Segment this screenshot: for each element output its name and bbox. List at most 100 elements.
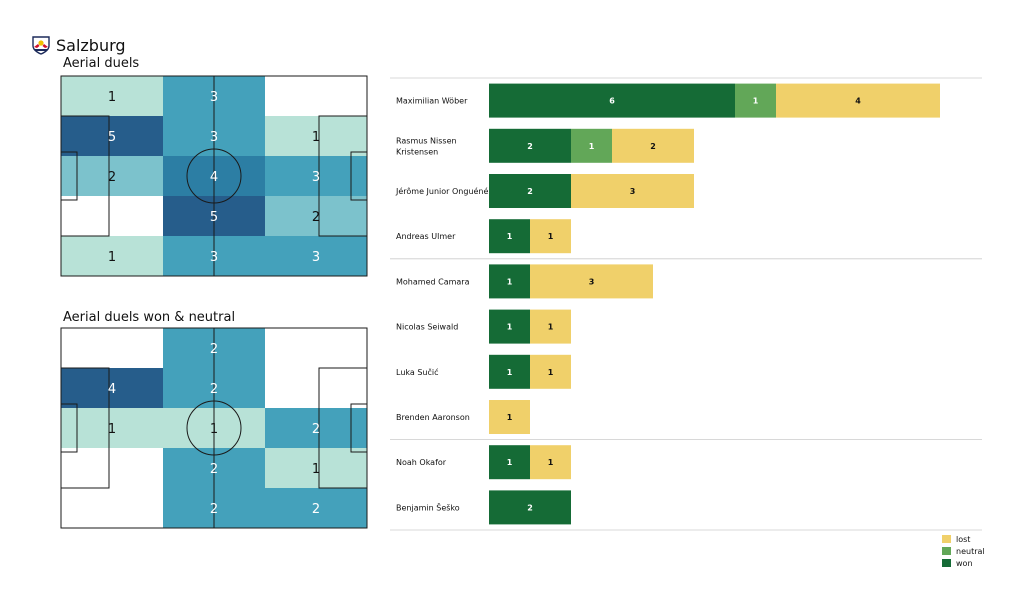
bar-segment-lost (489, 400, 530, 434)
heatmap-cell (265, 196, 368, 237)
player-name-label: Maximilian Wöber (396, 97, 468, 106)
bar-segment-won (489, 219, 530, 254)
bar-value-label: 1 (589, 142, 595, 151)
bar-segment-lost (571, 174, 694, 208)
bar-segment-won (489, 490, 571, 525)
bar-value-label: 2 (527, 503, 533, 512)
heatmap-cell-label: 4 (210, 170, 218, 185)
heatmap-cell (265, 76, 368, 117)
bar-value-label: 4 (855, 97, 861, 106)
player-name-label: Luka Sučić (396, 367, 439, 377)
team-name: Salzburg (56, 35, 126, 55)
pitch-markings (60, 327, 368, 529)
heatmap-cell-label: 1 (210, 422, 218, 437)
legend-label-lost: lost (956, 534, 971, 544)
bar-value-label: 1 (548, 458, 554, 467)
bar-value-label: 1 (753, 97, 759, 106)
bar-segment-lost (530, 219, 571, 254)
heatmap-cell-label: 2 (312, 422, 320, 437)
bar-segment-won (489, 309, 530, 344)
heatmap-cell (61, 156, 164, 197)
legend-item-won: won (942, 557, 985, 569)
player-name-label: Benjamin Šeško (396, 501, 460, 512)
bar-value-label: 1 (507, 277, 513, 286)
bar-value-label: 2 (650, 142, 656, 151)
heatmap-cell-label: 2 (210, 502, 218, 517)
bar-value-label: 2 (527, 187, 533, 196)
bar-value-label: 1 (548, 323, 554, 332)
bar-segment-won (489, 445, 530, 480)
heatmap-aerial-duels-won-neutral: 2 4 2 1 1 2 2 1 2 2 (60, 327, 368, 529)
heatmap-cell (265, 236, 368, 277)
player-name-label: Brenden Aaronson (396, 413, 470, 422)
legend-item-lost: lost (942, 533, 985, 545)
heatmap-cell (61, 116, 164, 157)
player-name-label: Jérôme Junior Onguéné (395, 186, 489, 196)
legend-label-won: won (956, 558, 973, 568)
heatmap-title-aerial-duels-won-neutral: Aerial duels won & neutral (63, 310, 236, 325)
heatmap-cell-label: 3 (312, 250, 320, 265)
bar-value-label: 1 (507, 458, 513, 467)
legend: lost neutral won (942, 533, 985, 569)
heatmap-cell-label: 3 (210, 250, 218, 265)
bar-segment-lost (530, 264, 653, 299)
heatmap-aerial-duels: 1 3 5 3 1 2 4 3 5 2 1 3 3 (60, 75, 368, 277)
heatmap-cell-label: 4 (108, 382, 116, 397)
heatmap-cell (265, 368, 368, 409)
heatmap-cell (61, 76, 164, 117)
heatmap-cell-label: 1 (108, 422, 116, 437)
bar-segment-neutral (571, 128, 612, 163)
bar-value-label: 2 (527, 142, 533, 151)
heatmap-cell (61, 368, 164, 409)
heatmap-cell-label: 1 (108, 250, 116, 265)
legend-swatch-lost (942, 535, 951, 543)
bar-value-label: 3 (589, 277, 595, 286)
heatmap-cell-label: 3 (210, 90, 218, 105)
heatmap-cell (265, 408, 368, 449)
player-name-label: Nicolas Seiwald (396, 323, 458, 332)
heatmap-cell (61, 236, 164, 277)
heatmap-cell (61, 408, 164, 449)
legend-label-neutral: neutral (956, 546, 985, 556)
heatmap-cell (265, 448, 368, 489)
bar-value-label: 1 (507, 413, 513, 422)
pitch-markings (60, 75, 368, 277)
heatmap-cell (265, 488, 368, 529)
heatmap-cell-label: 2 (210, 462, 218, 477)
bar-segment-won (489, 174, 571, 208)
heatmap-cell-label: 1 (312, 462, 320, 477)
bar-segment-won (489, 354, 530, 389)
bar-segment-won (489, 83, 735, 118)
legend-item-neutral: neutral (942, 545, 985, 557)
bar-value-label: 1 (548, 232, 554, 241)
legend-swatch-neutral (942, 547, 951, 555)
bar-segment-won (489, 128, 571, 163)
bar-segment-neutral (735, 83, 776, 118)
heatmap-cell (265, 116, 368, 157)
bar-value-label: 6 (609, 97, 615, 106)
heatmap-cell-label: 3 (312, 170, 320, 185)
legend-swatch-won (942, 559, 951, 567)
heatmap-cell-label: 2 (108, 170, 116, 185)
player-name-label: Noah Okafor (396, 458, 447, 467)
red-bull-salzburg-crest-icon (32, 36, 50, 55)
heatmap-title-aerial-duels: Aerial duels (63, 56, 140, 71)
heatmap-cell (265, 156, 368, 197)
bar-segment-lost (530, 309, 571, 344)
bar-value-label: 1 (507, 368, 513, 377)
bar-value-label: 1 (548, 368, 554, 377)
heatmap-cell (61, 448, 164, 489)
bar-segment-lost (612, 128, 694, 163)
heatmap-cell-label: 1 (312, 130, 320, 145)
player-name-label: Mohamed Camara (396, 277, 470, 286)
heatmap-cell (61, 488, 164, 529)
heatmap-cell-label: 2 (312, 210, 320, 225)
bar-segment-lost (530, 445, 571, 480)
heatmap-cell (61, 196, 164, 237)
player-name-label: Andreas Ulmer (396, 232, 456, 241)
heatmap-cell-label: 2 (312, 502, 320, 517)
player-name-label: Rasmus Nissen (396, 136, 457, 145)
heatmap-cell-label: 5 (210, 210, 218, 225)
heatmap-cell-label: 2 (210, 342, 218, 357)
player-aerial-duels-bar-chart: Maximilian Wöber 6 1 4 Rasmus Nissen Kristens… (390, 77, 982, 531)
